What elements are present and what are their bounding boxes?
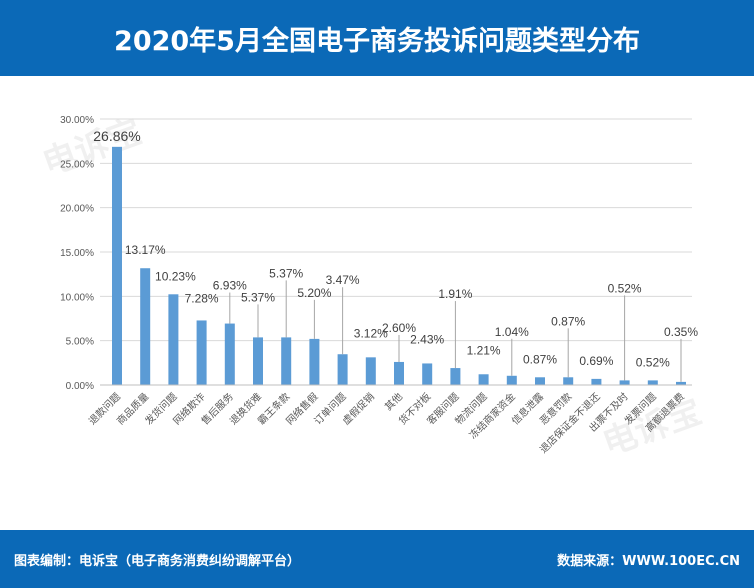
y-tick-label: 0.00% [66,381,94,392]
y-tick-label: 10.00% [60,292,94,303]
bar [647,380,658,385]
y-tick-label: 20.00% [60,204,94,215]
data-label: 2.60% [382,321,416,335]
bar [394,361,404,385]
bar [676,381,686,385]
bar [450,368,461,385]
data-label: 0.87% [551,314,585,328]
data-label: 7.28% [185,291,219,305]
bar [365,357,376,385]
data-label: 0.52% [608,281,642,295]
x-category-label: 其他 [382,390,405,413]
data-label: 3.47% [326,273,360,287]
y-tick-label: 15.00% [60,248,94,259]
bar [196,320,207,385]
x-category-label: 冻结商家资金 [466,390,518,442]
bar-chart: 0.00% 5.00% 10.00% 15.00% 20.00% 25.00% 30.00%… [60,115,698,456]
bar [619,380,630,385]
data-label: 0.35% [664,325,698,339]
bar [478,374,489,385]
y-tick-label: 5.00% [66,337,94,348]
bar [309,338,320,385]
data-label: 0.69% [579,354,613,368]
bar [422,363,433,385]
bar [112,146,122,385]
data-label: 5.20% [297,286,331,300]
bar [535,377,545,385]
data-label: 0.87% [523,352,557,366]
y-tick-label: 25.00% [60,159,94,170]
footer: 图表编制：电诉宝（电子商务消费纠纷调解平台） 数据来源：WWW.100EC.CN [0,530,754,588]
bar [168,294,179,385]
bar [337,354,348,385]
data-label: 10.23% [155,269,196,283]
data-label: 1.91% [438,287,472,301]
data-label: 2.43% [410,332,444,346]
bar [506,375,517,385]
bar [563,377,574,385]
data-label: 5.37% [269,266,303,280]
bar [253,337,263,385]
data-label: 13.17% [125,243,166,257]
data-label: 26.86% [93,128,140,144]
data-label: 6.93% [213,279,247,293]
footer-source: 数据来源：WWW.100EC.CN [557,554,740,569]
data-label: 3.12% [354,326,388,340]
data-label: 0.52% [636,355,670,369]
data-label: 1.21% [467,343,501,357]
y-tick-label: 30.00% [60,115,94,126]
bar [591,378,602,385]
data-label: 1.04% [495,325,529,339]
footer-credit: 图表编制：电诉宝（电子商务消费纠纷调解平台） [14,554,301,569]
bar [224,323,235,385]
data-label: 5.37% [241,290,275,304]
bar [140,268,151,385]
bar [281,337,292,385]
chart-title: 2020年5月全国电子商务投诉问题类型分布 [0,0,754,76]
